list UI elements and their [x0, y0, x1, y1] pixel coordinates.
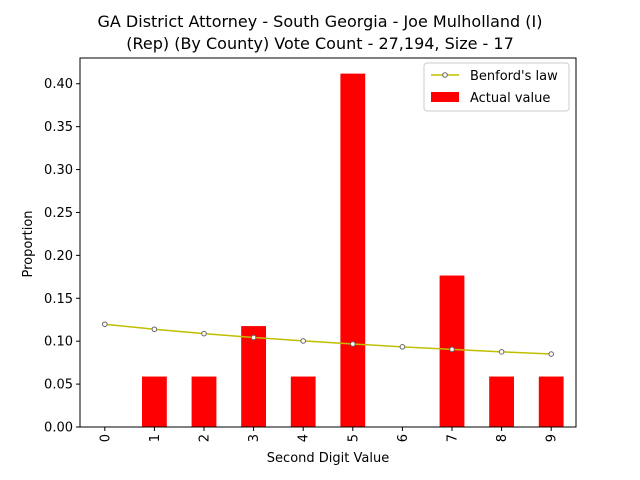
x-tick-label: 4: [297, 434, 312, 442]
legend-label-benford: Benford's law: [470, 69, 558, 84]
bar-digit-4: [290, 376, 316, 427]
benford-point-2: [201, 330, 207, 337]
x-tick-label: 9: [545, 434, 560, 442]
x-tick-label: 5: [346, 434, 361, 442]
legend-marker-swatch: [442, 72, 448, 78]
y-tick-label: 0.05: [44, 378, 73, 393]
bar-digit-5: [340, 73, 366, 428]
plot-frame: [79, 57, 577, 428]
benford-point-6: [399, 344, 406, 350]
benford-point-7: [449, 346, 455, 353]
y-tick-label: 0.30: [44, 163, 73, 178]
benford-point-9: [548, 351, 555, 357]
x-tick-label: 3: [247, 434, 262, 442]
benford-point-8: [498, 349, 505, 355]
bar-digit-9: [538, 376, 564, 427]
y-axis-label: Proportion: [21, 210, 36, 277]
y-tick-label: 0.15: [44, 292, 73, 307]
benford-point-1: [151, 326, 158, 333]
legend-label-actual: Actual value: [470, 91, 550, 106]
y-tick-label: 0.35: [44, 120, 73, 135]
y-tick-label: 0.40: [44, 77, 73, 92]
x-tick-label: 0: [98, 434, 113, 442]
bar-digit-8: [489, 376, 514, 427]
benford-point-0: [102, 321, 108, 328]
x-tick-label: 2: [198, 434, 213, 442]
x-tick-label: 7: [446, 434, 461, 442]
bar-digit-3: [241, 326, 266, 427]
x-tick-label: 8: [495, 434, 510, 442]
chart-title-line-1: GA District Attorney - South Georgia - J…: [97, 12, 543, 31]
x-axis-label: Second Digit Value: [267, 451, 389, 466]
bar-digit-2: [191, 376, 217, 427]
legend: Benford's law Actual value: [423, 62, 570, 112]
x-tick-label: 1: [148, 434, 163, 442]
y-tick-label: 0.10: [44, 335, 73, 350]
benford-point-4: [300, 338, 307, 344]
legend-bar-swatch: [431, 92, 459, 102]
benford-point-3: [250, 334, 257, 341]
legend-frame: [423, 62, 570, 112]
chart-title-line-2: (Rep) (By County) Vote Count - 27,194, S…: [126, 34, 514, 53]
y-tick-label: 0.25: [44, 206, 73, 221]
x-tick-label: 6: [396, 434, 411, 442]
benford-line: [104, 323, 552, 355]
y-tick-label: 0.20: [44, 249, 73, 264]
y-tick-label: 0.00: [44, 421, 73, 436]
bar-digit-1: [142, 376, 167, 427]
benford-point-5: [350, 341, 356, 347]
